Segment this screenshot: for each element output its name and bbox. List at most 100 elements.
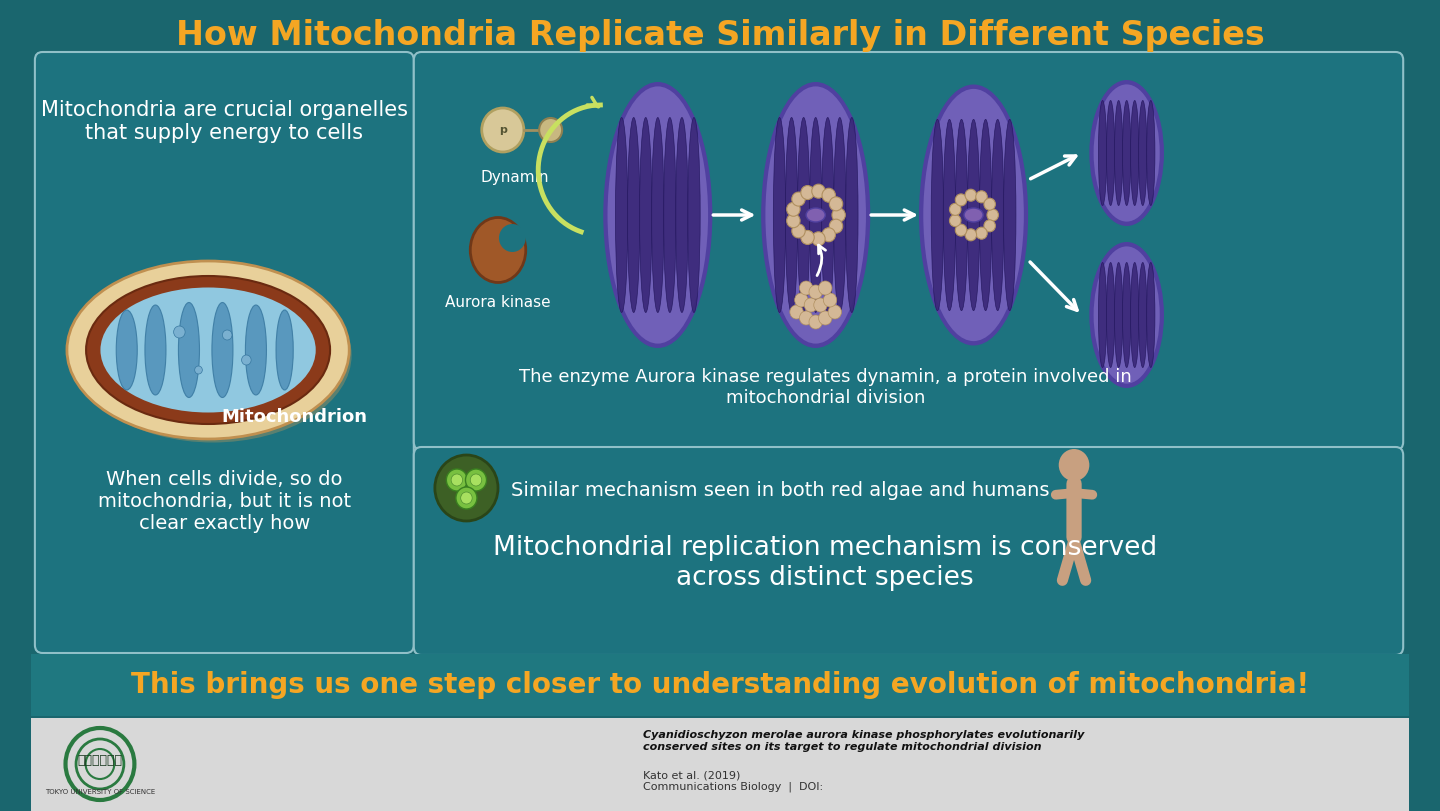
- Ellipse shape: [639, 118, 652, 312]
- Ellipse shape: [73, 268, 351, 443]
- Ellipse shape: [963, 208, 984, 222]
- Ellipse shape: [809, 118, 822, 312]
- Ellipse shape: [845, 118, 858, 312]
- Ellipse shape: [919, 84, 1028, 345]
- Ellipse shape: [664, 118, 675, 312]
- Ellipse shape: [1106, 263, 1115, 367]
- Circle shape: [965, 189, 976, 201]
- Ellipse shape: [1092, 83, 1161, 223]
- FancyBboxPatch shape: [413, 52, 1403, 450]
- Circle shape: [809, 285, 822, 299]
- Text: This brings us one step closer to understanding evolution of mitochondria!: This brings us one step closer to unders…: [131, 671, 1309, 699]
- Circle shape: [955, 194, 966, 206]
- Circle shape: [786, 214, 801, 228]
- Text: Mitochondria are crucial organelles
that supply energy to cells: Mitochondria are crucial organelles that…: [40, 100, 408, 144]
- Ellipse shape: [500, 224, 526, 252]
- Circle shape: [824, 293, 837, 307]
- Circle shape: [829, 219, 842, 233]
- Ellipse shape: [245, 305, 266, 395]
- Ellipse shape: [1139, 101, 1146, 205]
- Text: When cells divide, so do
mitochondria, but it is not
clear exactly how: When cells divide, so do mitochondria, b…: [98, 470, 351, 533]
- Circle shape: [822, 188, 835, 202]
- Circle shape: [461, 492, 472, 504]
- Text: 東京理科大学: 東京理科大学: [78, 753, 122, 766]
- Ellipse shape: [101, 288, 315, 413]
- Ellipse shape: [179, 303, 200, 397]
- Circle shape: [822, 228, 835, 242]
- Ellipse shape: [922, 88, 1025, 342]
- Ellipse shape: [773, 118, 786, 312]
- Ellipse shape: [822, 118, 834, 312]
- FancyBboxPatch shape: [32, 654, 1408, 716]
- FancyArrowPatch shape: [1077, 493, 1093, 495]
- Circle shape: [955, 224, 966, 236]
- Circle shape: [812, 184, 825, 198]
- Circle shape: [799, 281, 812, 295]
- Text: Mitochondrial replication mechanism is conserved
across distinct species: Mitochondrial replication mechanism is c…: [492, 535, 1158, 591]
- Ellipse shape: [1089, 80, 1164, 226]
- Circle shape: [456, 487, 477, 509]
- Circle shape: [949, 215, 960, 226]
- Ellipse shape: [1130, 101, 1139, 205]
- Text: Mitochondrion: Mitochondrion: [222, 408, 367, 426]
- Circle shape: [465, 469, 487, 491]
- Text: How Mitochondria Replicate Similarly in Different Species: How Mitochondria Replicate Similarly in …: [176, 19, 1264, 53]
- Circle shape: [976, 191, 988, 203]
- Circle shape: [786, 202, 801, 217]
- Ellipse shape: [1146, 101, 1155, 205]
- Circle shape: [1058, 449, 1089, 481]
- Circle shape: [792, 224, 805, 238]
- Circle shape: [818, 281, 832, 295]
- Ellipse shape: [1004, 119, 1017, 311]
- FancyArrowPatch shape: [1063, 543, 1073, 581]
- Ellipse shape: [968, 119, 979, 311]
- FancyBboxPatch shape: [32, 718, 1408, 811]
- Ellipse shape: [1099, 263, 1107, 367]
- Circle shape: [222, 330, 232, 340]
- Circle shape: [976, 227, 988, 239]
- Circle shape: [809, 315, 822, 329]
- Ellipse shape: [834, 118, 845, 312]
- Circle shape: [804, 298, 818, 312]
- Ellipse shape: [1123, 101, 1130, 205]
- Circle shape: [174, 326, 186, 338]
- FancyBboxPatch shape: [35, 52, 413, 653]
- Ellipse shape: [932, 119, 943, 311]
- Circle shape: [818, 311, 832, 325]
- Circle shape: [194, 366, 203, 374]
- Ellipse shape: [276, 310, 294, 390]
- Circle shape: [471, 474, 482, 486]
- Ellipse shape: [117, 310, 137, 390]
- FancyArrowPatch shape: [1056, 493, 1071, 495]
- Circle shape: [242, 355, 251, 365]
- Ellipse shape: [471, 217, 526, 282]
- Ellipse shape: [765, 85, 867, 345]
- Circle shape: [795, 293, 808, 307]
- Ellipse shape: [628, 118, 639, 312]
- Text: The enzyme Aurora kinase regulates dynamin, a protein involved in
mitochondrial : The enzyme Aurora kinase regulates dynam…: [518, 368, 1132, 407]
- Ellipse shape: [1106, 101, 1115, 205]
- Circle shape: [451, 474, 462, 486]
- Circle shape: [435, 455, 498, 521]
- Ellipse shape: [955, 119, 968, 311]
- Circle shape: [801, 186, 814, 200]
- Ellipse shape: [1130, 263, 1139, 367]
- Ellipse shape: [212, 303, 233, 397]
- Text: Similar mechanism seen in both red algae and humans: Similar mechanism seen in both red algae…: [511, 480, 1050, 500]
- FancyBboxPatch shape: [413, 447, 1403, 655]
- Text: TOKYO UNIVERSITY OF SCIENCE: TOKYO UNIVERSITY OF SCIENCE: [45, 789, 156, 795]
- Circle shape: [791, 305, 804, 319]
- Ellipse shape: [943, 119, 956, 311]
- Text: Dynamin: Dynamin: [480, 170, 549, 185]
- Circle shape: [986, 209, 998, 221]
- Circle shape: [949, 204, 960, 216]
- Text: p: p: [498, 125, 507, 135]
- Circle shape: [828, 305, 841, 319]
- Ellipse shape: [1115, 101, 1123, 205]
- Text: Cyanidioschyzon merolae aurora kinase phosphorylates evolutionarily
conserved si: Cyanidioschyzon merolae aurora kinase ph…: [644, 730, 1084, 752]
- Ellipse shape: [806, 208, 825, 222]
- Circle shape: [799, 311, 812, 325]
- Ellipse shape: [606, 85, 710, 345]
- Ellipse shape: [675, 118, 688, 312]
- Ellipse shape: [615, 118, 628, 312]
